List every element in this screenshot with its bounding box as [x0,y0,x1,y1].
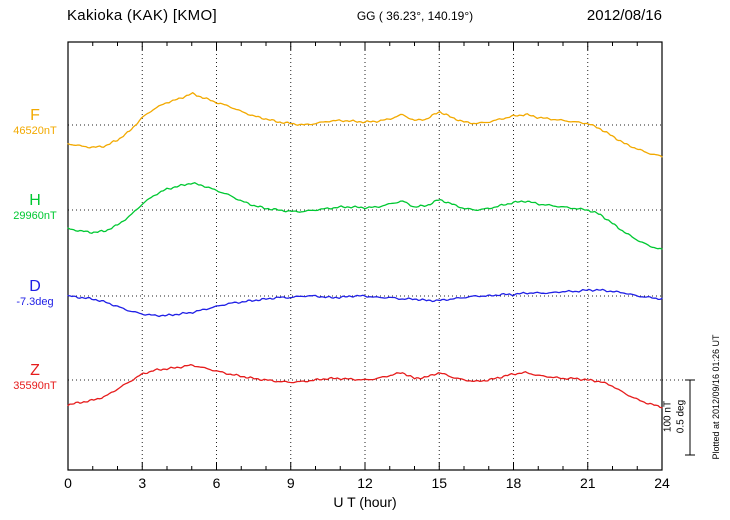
x-tick-label: 15 [431,475,448,491]
station-title: Kakioka (KAK) [KMO] [67,7,217,24]
channel-baseline-H: 29960nT [13,210,57,222]
channel-label-Z: Z 35590nT [6,361,64,393]
channel-baseline-D: -7.3deg [16,296,54,308]
x-tick-label: 24 [654,475,670,491]
channel-letter-D: D [29,278,41,295]
x-tick-label: 6 [212,475,221,491]
channel-baseline-F: 46520nT [13,125,57,137]
channel-label-F: F 46520nT [6,106,64,138]
geo-coordinates: GG ( 36.23°, 140.19°) [356,9,474,23]
channel-letter-H: H [29,192,41,209]
x-tick-label: 18 [505,475,522,491]
x-tick-label: 12 [357,475,373,491]
channel-label-H: H 29960nT [6,191,64,223]
x-tick-label: 0 [64,475,72,491]
channel-baseline-Z: 35590nT [13,380,57,392]
scale-bar-nt-label: 100 nT [662,400,674,433]
x-tick-label: 21 [579,475,596,491]
channel-letter-Z: Z [30,362,40,379]
channel-label-D: D -7.3deg [6,277,64,309]
x-axis-label: U T (hour) [333,494,397,510]
plotted-at-note: Plotted at 2012/09/16 01:26 UT [711,334,721,460]
x-tick-label: 3 [138,475,147,491]
observation-date: 2012/08/16 [586,7,662,24]
scale-bar-deg-label: 0.5 deg [675,399,687,434]
channel-letter-F: F [30,107,40,124]
x-tick-label: 9 [286,475,295,491]
